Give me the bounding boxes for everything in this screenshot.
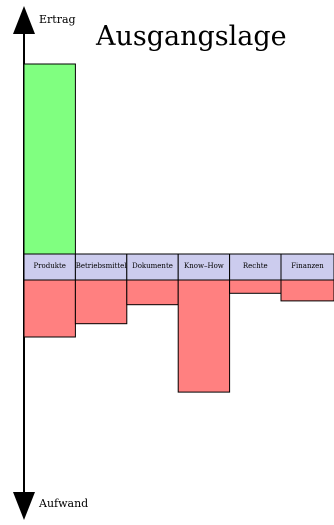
y-axis-top-label: Ertrag: [39, 13, 76, 26]
category-label: Finanzen: [291, 262, 324, 270]
ertrag-bars: [23, 63, 76, 255]
category-cell: [280, 253, 334, 281]
aufwand-bars: [23, 279, 334, 393]
ertrag-bar-produkte: [23, 63, 76, 255]
category-band: Produkte Betriebsmittel Dokumente Know–How R…: [23, 253, 334, 281]
aufwand-bar: [280, 279, 334, 302]
category-label: Dokumente: [132, 262, 173, 270]
chart-title: Ausgangslage: [95, 21, 287, 52]
aufwand-bar: [229, 279, 282, 294]
y-axis-arrow-up-icon: [13, 6, 35, 34]
category-label: Know–How: [184, 262, 224, 270]
category-cell: [74, 253, 128, 281]
aufwand-bar: [177, 279, 231, 393]
aufwand-bar: [126, 279, 179, 306]
aufwand-bar: [74, 279, 128, 325]
category-label: Produkte: [33, 262, 65, 270]
y-axis-arrow-down-icon: [13, 492, 35, 520]
aufwand-bar: [23, 279, 76, 338]
y-axis-bottom-label: Aufwand: [38, 497, 88, 510]
category-label: Rechte: [243, 262, 268, 270]
category-label: Betriebsmittel: [76, 262, 128, 270]
